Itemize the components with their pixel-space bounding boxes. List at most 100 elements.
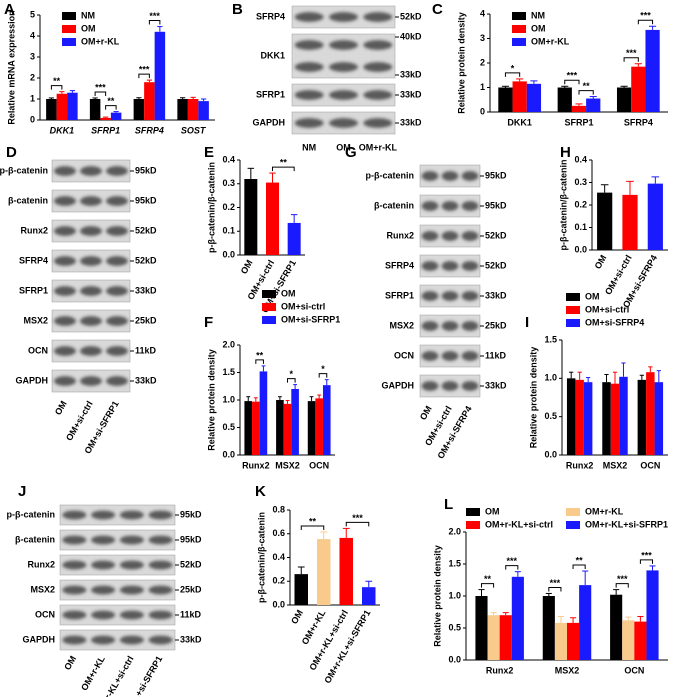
- blot-band: [80, 256, 102, 266]
- blot-row-label: Runx2: [27, 559, 55, 569]
- y-tick-label: 1.5: [222, 367, 235, 377]
- marker-label: 95kD: [485, 170, 507, 180]
- legend-label: OM+r-KL: [585, 506, 624, 516]
- x-tick-label: Runx2: [486, 665, 514, 675]
- blot-band: [363, 40, 393, 50]
- blot-band: [106, 196, 128, 206]
- blot-band: [421, 291, 439, 301]
- legend-swatch: [262, 290, 276, 298]
- bar: [622, 194, 638, 250]
- x-tick-label: OCN: [309, 460, 329, 470]
- significance-bracket: [548, 586, 562, 592]
- legend-swatch: [62, 12, 76, 20]
- bar: [567, 622, 580, 660]
- blot-band: [119, 560, 144, 570]
- y-tick-label: 4: [480, 8, 485, 18]
- blot-band: [329, 40, 358, 50]
- panel-letter: E: [204, 144, 214, 161]
- blot-band: [91, 535, 116, 545]
- blot-row-label: p-β-catenin: [0, 165, 48, 175]
- y-axis-label: p-β-catenin/β-catenin: [206, 162, 216, 253]
- blot-row-label: GAPDH: [22, 634, 55, 644]
- blot-band: [148, 635, 173, 645]
- blot-band: [106, 226, 128, 236]
- blot-band: [421, 201, 439, 211]
- blot-band: [62, 635, 87, 645]
- significance-label: **: [309, 516, 317, 526]
- legend-swatch: [466, 521, 480, 529]
- blot-band: [80, 346, 102, 356]
- significance-label: **: [484, 574, 492, 584]
- significance-bracket: [637, 19, 654, 25]
- legend-swatch: [566, 521, 580, 529]
- panel-letter: F: [204, 314, 213, 331]
- bar: [177, 99, 188, 120]
- marker-label: 25kD: [135, 315, 157, 325]
- y-tick-label: 1.5: [544, 334, 557, 344]
- bar: [187, 99, 199, 120]
- blot-row-label: DKK1: [260, 50, 285, 60]
- significance-label: **: [256, 350, 264, 360]
- y-axis-label: Relative protein density: [432, 545, 442, 647]
- y-tick-label: 0.2: [574, 199, 587, 209]
- y-tick-label: 1.0: [222, 394, 235, 404]
- marker-label: 11kD: [180, 609, 202, 619]
- significance-label: **: [280, 157, 288, 167]
- blot-band: [329, 90, 358, 100]
- legend-swatch: [262, 316, 276, 324]
- blot-band: [441, 261, 459, 271]
- marker-label: 25kD: [485, 320, 507, 330]
- significance-bracket: [300, 525, 325, 530]
- blot-row-label: β-catenin: [15, 534, 55, 544]
- bar: [499, 615, 512, 660]
- legend-swatch: [566, 306, 580, 314]
- marker-label: 33kD: [135, 285, 157, 295]
- bar: [307, 401, 316, 455]
- blot-row-label: p-β-catenin: [366, 170, 415, 180]
- blot-band: [62, 510, 87, 520]
- blot-band: [294, 90, 324, 100]
- blot-band: [80, 316, 102, 326]
- lane-label: NM: [302, 142, 316, 152]
- legend-swatch: [512, 38, 526, 46]
- significance-bracket: [615, 583, 629, 588]
- blot-band: [363, 118, 393, 128]
- y-tick-label: 3: [30, 51, 35, 61]
- bar: [583, 382, 593, 455]
- marker-label: 95kD: [135, 195, 157, 205]
- blot-row-label: GAPDH: [381, 380, 414, 390]
- legend-swatch: [512, 12, 526, 20]
- blot-row-label: SFRP4: [385, 260, 414, 270]
- significance-label: ***: [626, 48, 637, 58]
- blot-row-label: Runx2: [386, 230, 414, 240]
- y-tick-label: 0.3: [222, 178, 235, 188]
- lane-label: OM: [418, 404, 434, 422]
- blot-band: [119, 610, 144, 620]
- bar: [198, 101, 209, 120]
- blot-row-label: β-catenin: [8, 195, 48, 205]
- blot-band: [441, 201, 459, 211]
- panel-letter: H: [560, 144, 571, 161]
- marker-label: 33kD: [180, 634, 202, 644]
- y-tick-label: 0.3: [574, 177, 587, 187]
- blot-band: [441, 351, 459, 361]
- marker-label: 52kD: [485, 260, 507, 270]
- panel-letter: A: [4, 1, 15, 18]
- legend-swatch: [566, 293, 580, 301]
- bar: [287, 222, 301, 255]
- significance-bracket: [105, 105, 117, 110]
- significance-label: ***: [149, 11, 160, 21]
- blot-band: [91, 510, 116, 520]
- blot-band: [421, 171, 439, 181]
- lane-label: OM: [62, 654, 78, 672]
- significance-label: ***: [507, 556, 518, 566]
- significance-bracket: [318, 373, 328, 378]
- marker-label: 52kD: [485, 230, 507, 240]
- significance-label: ***: [95, 82, 106, 92]
- blot-row-label: GAPDH: [252, 117, 285, 127]
- blot-band: [441, 381, 459, 391]
- blot-band: [148, 560, 173, 570]
- bar: [322, 385, 331, 455]
- panel-letter: L: [444, 496, 453, 513]
- bar: [89, 99, 101, 120]
